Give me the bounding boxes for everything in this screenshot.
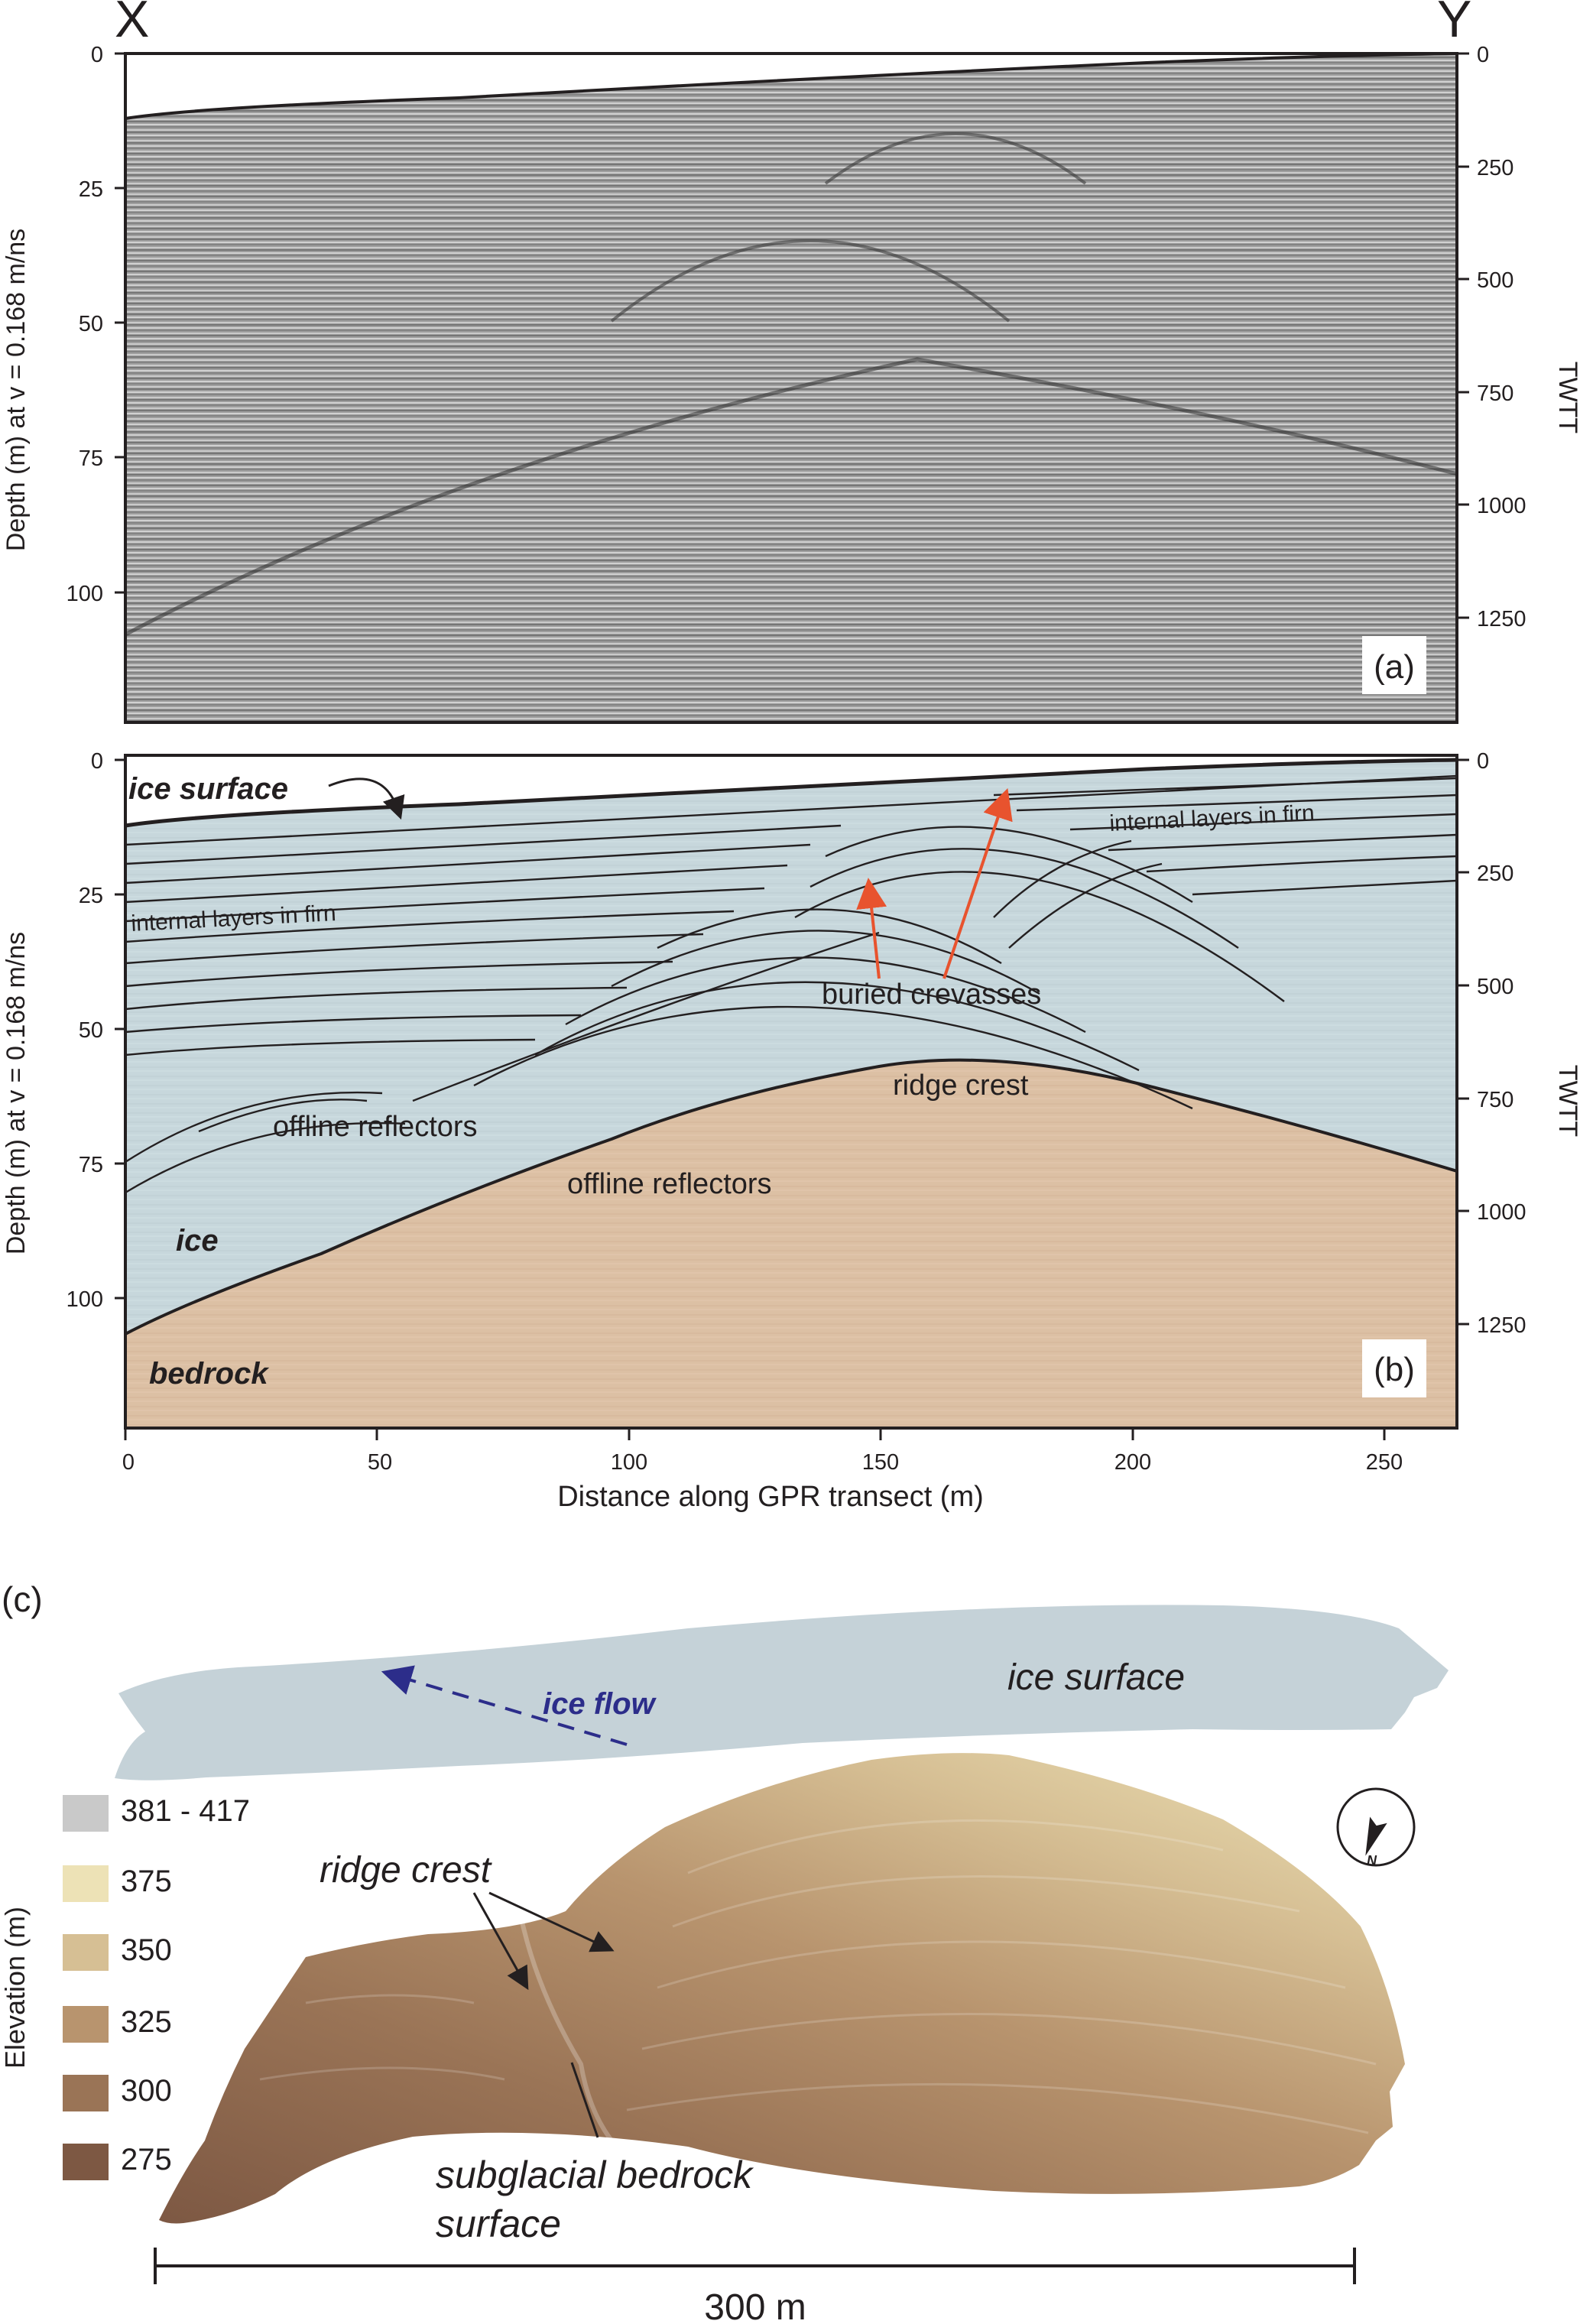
label-surface: surface <box>436 2202 561 2245</box>
corner-label-x: X <box>115 0 149 48</box>
tick-label: 200 <box>1114 1450 1151 1475</box>
scale-label: 300 m <box>704 2287 806 2324</box>
panel-label-box <box>1362 636 1426 694</box>
tick-label: 750 <box>1477 1088 1513 1112</box>
tick-label: 0 <box>91 43 103 67</box>
label-ice-surface: ice surface <box>1007 1657 1185 1698</box>
terrain-contours <box>259 1819 1377 2134</box>
label-offline-reflectors-lower: offline reflectors <box>567 1168 772 1200</box>
tick-label: 50 <box>79 312 103 336</box>
twtt-axis-title: TWTT <box>1553 362 1580 433</box>
tick-label: 75 <box>79 1153 103 1177</box>
panel-b: ice surface internal layers in firn inte… <box>2 749 1580 1513</box>
legend-swatch <box>63 2075 109 2111</box>
label-ice-flow: ice flow <box>543 1687 657 1721</box>
tick-label: 500 <box>1477 268 1513 293</box>
legend-swatch <box>63 2144 109 2180</box>
panel-label-box <box>1362 1339 1426 1397</box>
panel-c: (c) ice surface ice flow ridge crest sub… <box>0 1579 1449 2324</box>
label-offline-reflectors-upper: offline reflectors <box>273 1111 478 1143</box>
legend-label: 381 - 417 <box>121 1794 250 1828</box>
tick-label: 50 <box>79 1018 103 1043</box>
tick-label: 1000 <box>1477 494 1526 518</box>
tick-label: 250 <box>1477 862 1513 886</box>
depth-axis-title: Depth (m) at v = 0.168 m/ns <box>2 229 31 551</box>
tick-label: 50 <box>368 1450 392 1475</box>
legend-swatch <box>63 1934 109 1971</box>
elevation-legend: 381 - 417 375 350 325 300 275 Elevation … <box>0 1794 250 2180</box>
legend-swatch <box>63 1865 109 1902</box>
ice-surface-slab <box>115 1605 1449 1780</box>
tick-label: 750 <box>1477 381 1513 406</box>
panel-a-left-axis: 0 25 50 75 100 Depth (m) at v = 0.168 m/… <box>2 43 125 606</box>
x-axis-title: Distance along GPR transect (m) <box>557 1481 984 1513</box>
corner-label-y: Y <box>1437 0 1471 48</box>
panel-b-frame <box>124 754 1458 1430</box>
tick-label: 0 <box>1477 749 1489 774</box>
tick-label: 75 <box>79 446 103 471</box>
panel-b-right-axis: 0 250 500 750 1000 1250 TWTT <box>1457 749 1580 1338</box>
bedrock-pointer <box>570 2062 599 2138</box>
internal-layer-lines <box>125 774 1458 1194</box>
twtt-axis-title: TWTT <box>1553 1065 1580 1137</box>
ice-surface-line <box>125 758 1458 828</box>
panel-label-c: (c) <box>2 1579 43 1619</box>
panel-b-left-axis: 0 25 50 75 100 Depth (m) at v = 0.168 m/… <box>2 749 125 1312</box>
tick-label: 250 <box>1477 156 1513 180</box>
tick-label: 0 <box>91 749 103 774</box>
elevation-axis-title: Elevation (m) <box>0 1907 31 2069</box>
legend-label: 275 <box>121 2143 172 2176</box>
compass-letter: N <box>1367 1853 1377 1868</box>
crest-highlight <box>517 1910 614 2142</box>
panel-label-a: (a) <box>1374 648 1415 686</box>
legend-swatch <box>63 1795 109 1832</box>
tick-label: 250 <box>1366 1450 1403 1475</box>
bedrock-region <box>125 1060 1457 1428</box>
panel-b-x-axis: 0 50 100 150 200 250 Distance along GPR … <box>122 1428 1403 1513</box>
panel-a-right-axis: 0 250 500 750 1000 1250 TWTT <box>1457 43 1580 631</box>
tick-label: 1250 <box>1477 607 1526 631</box>
bedrock-terrain <box>159 1753 1405 2224</box>
tick-label: 25 <box>79 884 103 908</box>
tick-label: 150 <box>862 1450 899 1475</box>
legend-swatch <box>63 2006 109 2043</box>
label-bedrock: bedrock <box>149 1357 269 1391</box>
ridge-crest-arrows <box>472 1891 615 1991</box>
legend-label: 350 <box>121 1933 172 1967</box>
label-ridge-crest: ridge crest <box>320 1850 492 1891</box>
label-buried-crevasses: buried crevasses <box>822 979 1041 1011</box>
tick-label: 0 <box>122 1450 135 1475</box>
ice-surface-pointer <box>328 777 405 820</box>
tick-label: 1250 <box>1477 1313 1526 1338</box>
panel-a: X Y 0 25 50 75 100 Depth (m) at v = 0.16… <box>2 0 1580 724</box>
tick-label: 100 <box>67 582 103 606</box>
tick-label: 100 <box>67 1287 103 1312</box>
tick-label: 100 <box>611 1450 647 1475</box>
depth-axis-title: Depth (m) at v = 0.168 m/ns <box>2 932 31 1255</box>
legend-label: 300 <box>121 2074 172 2108</box>
bedrock-interface <box>125 1058 1458 1336</box>
panel-label-b: (b) <box>1374 1351 1415 1388</box>
tick-label: 25 <box>79 177 103 202</box>
radargram-image <box>124 52 1458 722</box>
label-subglacial-bedrock: subglacial bedrock <box>436 2154 754 2196</box>
scale-bar: 300 m <box>154 2248 1356 2324</box>
tick-label: 0 <box>1477 43 1489 67</box>
label-ridge-crest: ridge crest <box>893 1069 1029 1102</box>
panel-a-frame <box>124 52 1458 724</box>
legend-label: 325 <box>121 2005 172 2039</box>
label-ice-surface: ice surface <box>128 772 288 806</box>
ice-flow-arrow <box>381 1665 628 1746</box>
tick-label: 1000 <box>1477 1200 1526 1225</box>
crevasse-arrows <box>856 788 1013 979</box>
tick-label: 500 <box>1477 975 1513 999</box>
label-ice: ice <box>176 1224 219 1258</box>
legend-label: 375 <box>121 1865 172 1898</box>
north-compass-icon: N <box>1336 1787 1416 1868</box>
